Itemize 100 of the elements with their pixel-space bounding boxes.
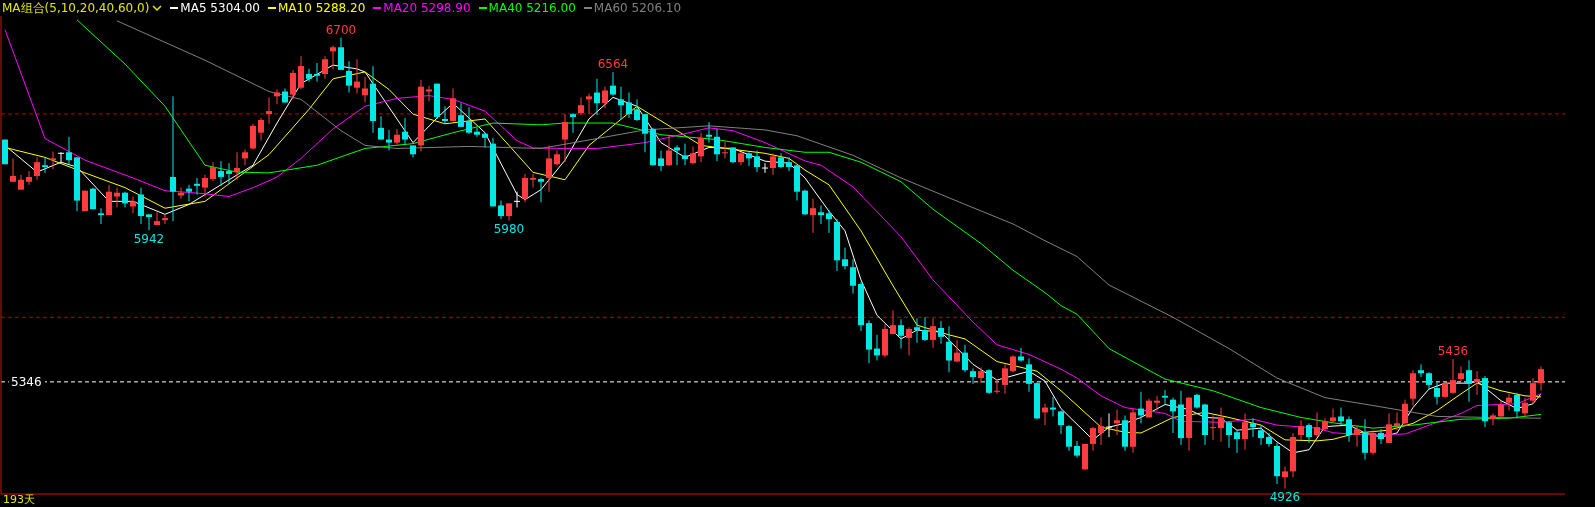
candlestick: [1090, 426, 1096, 452]
candlestick: [210, 161, 216, 182]
candlestick: [1210, 414, 1216, 441]
candlestick: [1330, 408, 1336, 423]
candlestick: [154, 211, 160, 226]
candlestick: [994, 378, 1000, 395]
annotation: 5942: [133, 231, 165, 246]
candlestick: [1162, 389, 1168, 405]
candlestick: [986, 368, 992, 395]
candlestick: [522, 173, 528, 203]
ref-line-label: 5346: [11, 375, 42, 390]
candlestick: [602, 86, 608, 109]
candlestick: [826, 209, 832, 234]
annotation: 193天: [3, 493, 35, 506]
candlestick: [1466, 360, 1472, 403]
candlestick: [402, 117, 408, 146]
candlestick: [1106, 412, 1112, 438]
candlestick: [26, 170, 32, 186]
candlestick: [914, 317, 920, 344]
candlestick: [266, 96, 272, 125]
candlestick: [1346, 415, 1352, 443]
candlestick: [1066, 424, 1072, 452]
candlestick: [226, 162, 232, 185]
legend-label: MA10 5288.20: [278, 1, 366, 15]
candlestick: [514, 191, 520, 208]
candlestick: [1522, 397, 1528, 418]
candlestick: [50, 151, 56, 170]
candlestick: [1402, 399, 1408, 426]
candlestick: [450, 87, 456, 122]
candlestick: [346, 60, 352, 94]
candlestick: [898, 318, 904, 350]
candlestick: [962, 344, 968, 373]
annotation: 5980: [493, 222, 525, 237]
candlestick: [1538, 365, 1544, 392]
candlestick: [10, 157, 16, 183]
candlestick: [658, 150, 664, 172]
annotation: 6564: [597, 57, 629, 72]
candlestick: [98, 207, 104, 225]
candlestick: [1242, 412, 1248, 451]
candlestick: [642, 113, 648, 153]
candlestick: [682, 143, 688, 166]
candlestick: [562, 113, 568, 163]
candlestick: [178, 187, 184, 200]
candlestick: [338, 37, 344, 71]
candlestick: [1218, 407, 1224, 443]
candlestick: [850, 258, 856, 295]
candlestick: [258, 117, 264, 142]
candlestick: [1298, 419, 1304, 441]
annotation: 5436: [1437, 343, 1469, 358]
candlestick: [634, 98, 640, 122]
candlestick: [170, 95, 176, 222]
candlestick: [114, 187, 120, 208]
candlestick: [1386, 412, 1392, 444]
candlestick: [666, 134, 672, 167]
candlestick: [322, 55, 328, 80]
candlestick: [586, 93, 592, 115]
legend-label: MA20 5298.90: [383, 1, 471, 15]
candlestick: [530, 173, 536, 189]
candlestick: [394, 128, 400, 146]
candlestick: [802, 189, 808, 216]
candlestick: [906, 326, 912, 356]
candlestick: [138, 187, 144, 225]
candlestick: [610, 71, 616, 97]
candlestick: [538, 177, 544, 203]
candlestick: [426, 85, 432, 102]
candlestick: [1530, 377, 1536, 405]
candlestick: [706, 121, 712, 144]
candlestick: [66, 136, 72, 166]
candlestick: [1514, 392, 1520, 418]
candlestick: [1154, 395, 1160, 412]
candlestick: [290, 69, 296, 100]
candlestick: [938, 320, 944, 345]
candlestick: [1450, 358, 1456, 395]
candlestick: [234, 151, 240, 181]
candlestick: [130, 196, 136, 214]
candlestick: [578, 96, 584, 116]
candlestick: [786, 156, 792, 172]
candlestick: [106, 184, 112, 216]
candlestick: [1050, 396, 1056, 417]
candlestick: [1002, 363, 1008, 395]
candlestick: [1282, 466, 1288, 490]
candlestick: [306, 68, 312, 83]
candlestick: [1234, 429, 1240, 454]
candlestick: [1026, 357, 1032, 393]
candlestick: [1018, 347, 1024, 363]
candlestick: [442, 105, 448, 124]
candlestick: [202, 174, 208, 198]
candlestick: [474, 127, 480, 138]
candlestick: [1474, 370, 1480, 396]
candlestick: [1458, 365, 1464, 382]
candlestick: [618, 86, 624, 120]
candlestick: [1266, 432, 1272, 448]
candlestick: [1314, 411, 1320, 438]
legend-label: MA60 5206.10: [593, 1, 682, 15]
candlestick: [378, 115, 384, 141]
candlestick: [146, 213, 152, 231]
candlestick: [1370, 429, 1376, 456]
candlestick: [1306, 422, 1312, 444]
candlestick: [922, 316, 928, 342]
candlestick: [842, 247, 848, 270]
